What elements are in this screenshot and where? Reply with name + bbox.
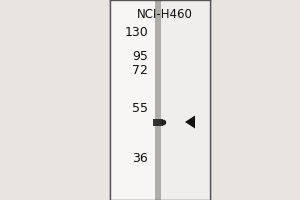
Bar [110,0,210,200]
Text: NCI-H460: NCI-H460 [137,8,193,21]
Bar [155,0,161,200]
Text: 72: 72 [132,64,148,76]
Bar [110,0,155,200]
Polygon shape [185,116,195,129]
Bar [161,0,210,200]
Text: 95: 95 [132,50,148,64]
Text: 36: 36 [132,152,148,164]
Text: 130: 130 [124,25,148,38]
Bar [153,119,163,126]
Text: 55: 55 [132,102,148,114]
